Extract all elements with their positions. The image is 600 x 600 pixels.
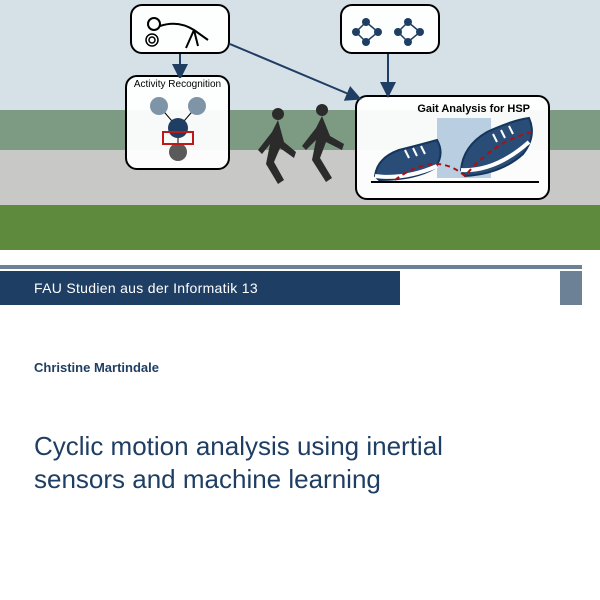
band-main: FAU Studien aus der Informatik 13 xyxy=(0,271,400,305)
activity-recognition-label: Activity Recognition xyxy=(127,77,228,90)
band-top-stripe xyxy=(0,265,582,269)
arrow-down-icon xyxy=(170,54,190,78)
book-cover: Activity Recognition Gait Analysis for H… xyxy=(0,0,600,600)
shoes-icon xyxy=(365,110,545,192)
hero-illustration: Activity Recognition Gait Analysis for H… xyxy=(0,0,600,250)
neural-network-icon xyxy=(133,90,223,162)
series-label: FAU Studien aus der Informatik 13 xyxy=(34,280,258,296)
book-title: Cyclic motion analysis using inertial se… xyxy=(34,430,540,495)
sensor-person-box xyxy=(130,4,230,54)
runners-icon xyxy=(250,100,370,210)
gait-analysis-box: Gait Analysis for HSP xyxy=(355,95,550,200)
series-band: FAU Studien aus der Informatik 13 xyxy=(0,265,600,311)
hero-grass xyxy=(0,205,600,250)
arrow-diag-icon xyxy=(230,40,370,110)
reclining-person-icon xyxy=(138,10,226,52)
band-side-stripe xyxy=(560,271,582,305)
arrow-down2-icon xyxy=(378,54,398,98)
activity-recognition-box: Activity Recognition xyxy=(125,75,230,170)
author-name: Christine Martindale xyxy=(34,360,159,375)
